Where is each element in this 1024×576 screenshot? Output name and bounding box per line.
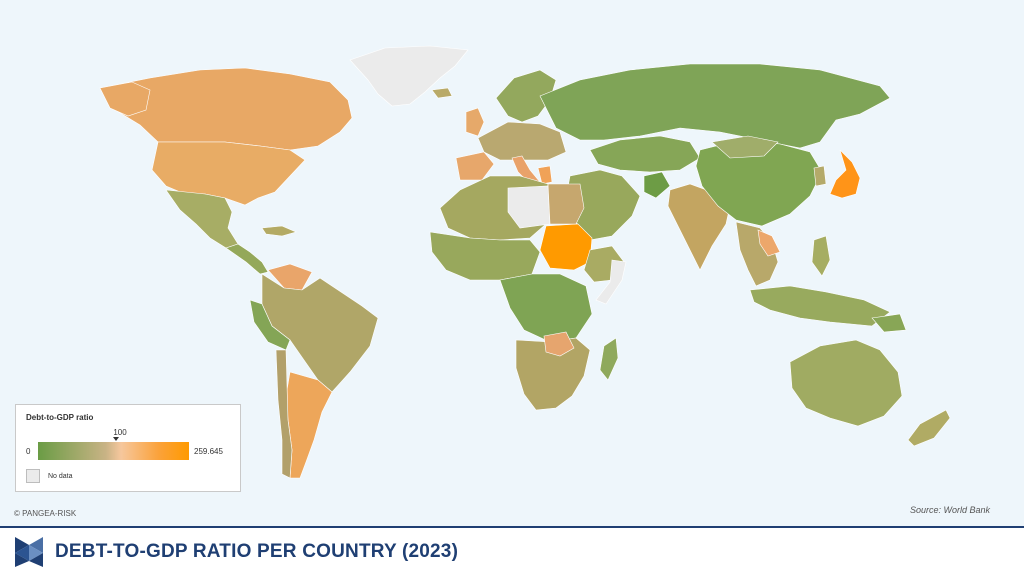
no-data-label: No data — [48, 473, 73, 480]
argentina — [285, 371, 333, 479]
iberia — [455, 151, 495, 181]
iceland — [431, 87, 453, 99]
chile — [275, 349, 293, 479]
no-data-swatch — [26, 469, 40, 483]
source-text: Source: World Bank — [909, 505, 990, 515]
madagascar — [599, 337, 619, 381]
venezuela — [267, 263, 313, 291]
greece — [537, 165, 553, 185]
central-africa — [499, 273, 593, 343]
uk — [465, 107, 485, 137]
china — [695, 139, 823, 227]
somalia — [595, 259, 627, 305]
legend-min-label: 0 — [26, 447, 31, 456]
alaska — [99, 81, 151, 117]
legend-color-scale — [38, 442, 189, 460]
footer-divider — [0, 526, 1024, 528]
western-europe — [477, 121, 567, 161]
afghanistan — [643, 171, 671, 199]
australia — [789, 339, 903, 427]
mongolia — [711, 135, 779, 159]
laos — [757, 229, 781, 257]
world-map — [99, 45, 951, 479]
copyright-text: © PANGEA-RISK — [14, 509, 77, 518]
egypt — [547, 183, 585, 225]
canada — [99, 67, 353, 151]
peru — [249, 299, 291, 351]
greenland — [349, 45, 469, 107]
central-asia — [589, 135, 701, 173]
new-zealand — [907, 409, 951, 447]
caribbean — [261, 225, 297, 237]
legend-title: Debt-to-GDP ratio — [26, 413, 94, 422]
legend: Debt-to-GDP ratio 100 0 259.645 No data — [15, 404, 241, 492]
legend-mid-label: 100 — [113, 428, 127, 437]
russia — [539, 63, 891, 149]
pangea-risk-logo-icon — [15, 537, 43, 567]
legend-marker-icon — [113, 437, 119, 441]
page-title: DEBT-TO-GDP RATIO PER COUNTRY (2023) — [55, 541, 459, 562]
korea — [813, 165, 827, 187]
legend-max-label: 259.645 — [194, 447, 223, 456]
libya — [507, 185, 551, 229]
japan — [829, 149, 861, 199]
png — [871, 313, 907, 333]
central-america — [225, 243, 269, 275]
indonesia — [749, 285, 891, 327]
zambia — [543, 331, 575, 357]
philippines — [811, 235, 831, 277]
usa — [151, 141, 306, 206]
sudan — [539, 223, 593, 271]
west-africa — [429, 231, 541, 281]
footer — [0, 528, 1024, 576]
